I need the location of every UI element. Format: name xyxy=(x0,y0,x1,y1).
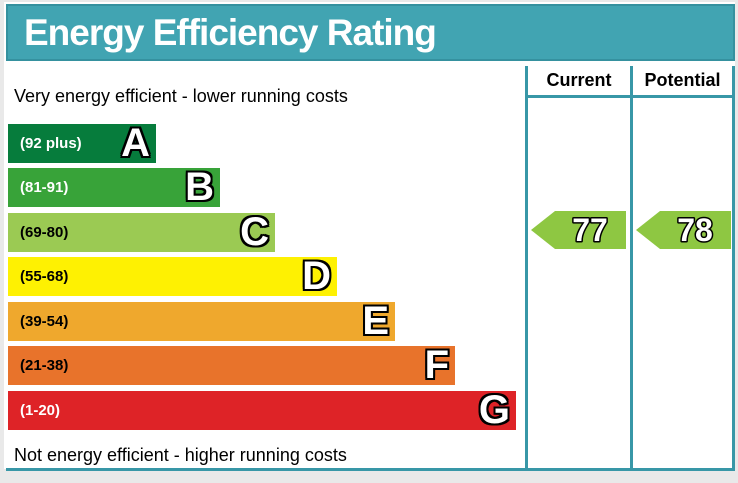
band-letter: E xyxy=(362,299,389,343)
band-range-label: (69-80) xyxy=(20,224,69,241)
grid-line-bottom xyxy=(6,468,735,471)
band-range-label: (92 plus) xyxy=(20,135,82,152)
grid-line-vertical-middle xyxy=(630,66,633,471)
band-row-d: (55-68) D xyxy=(8,254,337,298)
band-row-c: (69-80) C xyxy=(8,210,275,254)
column-header-potential: Potential xyxy=(644,70,721,90)
band-range-label: (1-20) xyxy=(20,402,61,419)
caption-very-efficient: Very energy efficient - lower running co… xyxy=(14,86,348,106)
band-letter: F xyxy=(424,343,449,387)
grid-line-vertical-left xyxy=(525,66,528,471)
page-title: Energy Efficiency Rating xyxy=(24,11,437,53)
caption-not-efficient: Not energy efficient - higher running co… xyxy=(14,445,347,465)
current-rating-arrow-icon: 77 xyxy=(531,211,626,250)
band-range-label: (39-54) xyxy=(20,313,69,330)
band-range-label: (55-68) xyxy=(20,268,69,285)
band-letter: B xyxy=(185,165,214,209)
band-row-b: (81-91) B xyxy=(8,165,220,209)
band-letter: G xyxy=(478,388,510,432)
band-row-f: (21-38) F xyxy=(8,343,455,387)
grid-line-under-column-headers xyxy=(525,95,735,98)
band-letter: A xyxy=(121,121,150,165)
band-range-label: (21-38) xyxy=(20,357,69,374)
current-rating-value: 77 xyxy=(572,212,608,248)
chart-header: Energy Efficiency Rating xyxy=(6,4,735,61)
potential-rating-value: 78 xyxy=(677,212,713,248)
column-header-current: Current xyxy=(546,70,612,90)
grid-line-vertical-right xyxy=(732,66,735,471)
band-range-label: (81-91) xyxy=(20,179,69,196)
band-row-g: (1-20) G xyxy=(8,388,516,432)
band-row-a: (92 plus) A xyxy=(8,121,156,165)
band-letter: D xyxy=(302,254,331,298)
potential-rating-arrow-icon: 78 xyxy=(636,211,731,250)
band-letter: C xyxy=(240,210,269,254)
band-row-e: (39-54) E xyxy=(8,299,395,343)
